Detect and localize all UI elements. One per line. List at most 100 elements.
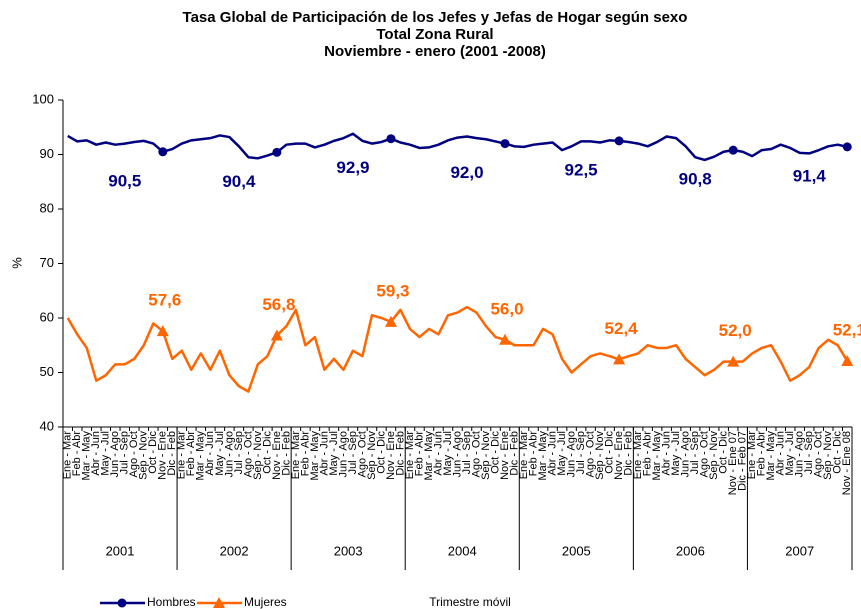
value-label: 90,8: [679, 170, 712, 189]
x-tick-label: Oct - Dic: [489, 431, 501, 474]
x-tick-label: Jul - Sep: [233, 431, 245, 474]
x-tick-label: Dic - Feb 07: [737, 431, 749, 491]
x-tick-label: Jul - Sep: [119, 431, 131, 474]
x-tick-label: Ago - Oct: [356, 431, 368, 477]
x-tick-label: Ago - Oct: [128, 431, 140, 477]
data-point: [158, 147, 168, 157]
x-tick-label: Oct - Dic: [147, 431, 159, 474]
x-tick-label: May - Jul: [556, 431, 568, 476]
data-point: [270, 329, 283, 341]
x-tick-label: Sep - Nov: [594, 431, 606, 480]
x-tick-label: Ene - Mar: [62, 431, 74, 480]
value-label: 92,0: [450, 163, 483, 182]
x-tick-label: Ene - Mar: [290, 431, 302, 480]
legend-label: Mujeres: [244, 595, 287, 609]
x-tick-label: Abr - Jun: [204, 431, 216, 476]
x-tick-label: Ago - Oct: [584, 431, 596, 477]
value-label: 92,9: [336, 158, 369, 177]
x-tick-label: Ene - Mar: [404, 431, 416, 480]
data-point: [499, 333, 512, 345]
x-tick-label: Nov - Ene: [613, 431, 625, 480]
x-tick-label: Feb - Abr: [71, 431, 83, 477]
data-point: [384, 315, 397, 327]
x-tick-label: Oct - Dic: [604, 431, 616, 474]
x-tick-label: Sep - Nov: [822, 431, 834, 480]
x-tick-label: Abr - Jun: [775, 431, 787, 476]
group-label: 2004: [448, 543, 477, 558]
group-label: 2007: [785, 543, 814, 558]
x-tick-label: Abr - Jun: [432, 431, 444, 476]
x-tick-label: Nov - Ene: [157, 431, 169, 480]
group-label: 2001: [106, 543, 135, 558]
x-tick-label: Nov - Ene: [271, 431, 283, 480]
x-tick-label: Ago - Oct: [470, 431, 482, 477]
value-label: 56,0: [490, 299, 523, 318]
x-tick-label: Feb - Abr: [642, 431, 654, 477]
x-tick-label: Sep - Nov: [480, 431, 492, 480]
x-tick-label: May - Jul: [100, 431, 112, 476]
x-tick-label: Mar - May: [195, 431, 207, 481]
x-tick-label: Mar - May: [309, 431, 321, 481]
y-tick-label: 70: [40, 255, 54, 270]
x-tick-label: Abr - Jun: [546, 431, 558, 476]
data-point: [842, 142, 852, 152]
y-tick-label: 100: [32, 91, 54, 106]
value-label: 57,6: [148, 291, 181, 310]
group-label: 2006: [676, 543, 705, 558]
value-label: 90,4: [222, 172, 256, 191]
x-tick-label: Jun - Ago: [337, 431, 349, 477]
legend-marker: [117, 598, 127, 608]
x-tick-label: Abr - Jun: [90, 431, 102, 476]
data-point: [500, 139, 510, 149]
x-tick-label: Sep - Nov: [366, 431, 378, 480]
x-tick-label: Jul - Sep: [575, 431, 587, 474]
x-tick-label: Ago - Oct: [699, 431, 711, 477]
y-tick-label: 50: [40, 364, 54, 379]
group-label: 2005: [562, 543, 591, 558]
x-tick-label: Feb - Abr: [185, 431, 197, 477]
x-tick-label: Nov - Ene 07: [727, 431, 739, 495]
x-tick-label: Jul - Sep: [347, 431, 359, 474]
value-label: 52,4: [605, 319, 639, 338]
y-tick-label: 60: [40, 309, 54, 324]
x-tick-label: Ene - Mar: [518, 431, 530, 480]
x-tick-label: Jun - Ago: [680, 431, 692, 477]
value-label: 92,5: [565, 160, 598, 179]
data-point: [613, 353, 626, 365]
group-label: 2002: [220, 543, 249, 558]
x-tick-label: Oct - Dic: [718, 431, 730, 474]
x-tick-label: Nov - Ene 08: [841, 431, 853, 495]
x-tick-label: Jul - Sep: [461, 431, 473, 474]
data-point: [614, 136, 624, 146]
x-tick-label: Feb - Abr: [299, 431, 311, 477]
x-tick-label: Feb - Abr: [527, 431, 539, 477]
x-tick-label: Ene - Mar: [632, 431, 644, 480]
x-tick-label: Mar - May: [651, 431, 663, 481]
x-tick-label: Jul - Sep: [689, 431, 701, 474]
x-tick-label: Oct - Dic: [832, 431, 844, 474]
y-tick-label: 90: [40, 146, 54, 161]
x-tick-label: Mar - May: [81, 431, 93, 481]
chart-title: Tasa Global de Participación de los Jefe…: [183, 9, 688, 26]
x-tick-label: Jun - Ago: [794, 431, 806, 477]
x-tick-label: Nov - Ene: [385, 431, 397, 480]
x-tick-label: Feb - Abr: [756, 431, 768, 477]
x-tick-label: Ene - Mar: [176, 431, 188, 480]
x-tick-label: Oct - Dic: [261, 431, 273, 474]
x-tick-label: Dic - Feb: [508, 431, 520, 476]
x-tick-label: Dic - Feb: [394, 431, 406, 476]
x-tick-label: Oct - Dic: [375, 431, 387, 474]
x-tick-label: Ago - Oct: [813, 431, 825, 477]
x-tick-label: Abr - Jun: [318, 431, 330, 476]
data-point: [272, 147, 282, 157]
group-label: 2003: [334, 543, 363, 558]
x-tick-label: Feb - Abr: [413, 431, 425, 477]
x-tick-label: Jul - Sep: [803, 431, 815, 474]
x-tick-label: Sep - Nov: [252, 431, 264, 480]
chart-title: Noviembre - enero (2001 -2008): [324, 43, 546, 60]
x-tick-label: Jun - Ago: [451, 431, 463, 477]
data-point: [728, 145, 738, 155]
x-tick-label: Dic - Feb: [623, 431, 635, 476]
legend-label: Hombres: [147, 595, 196, 609]
